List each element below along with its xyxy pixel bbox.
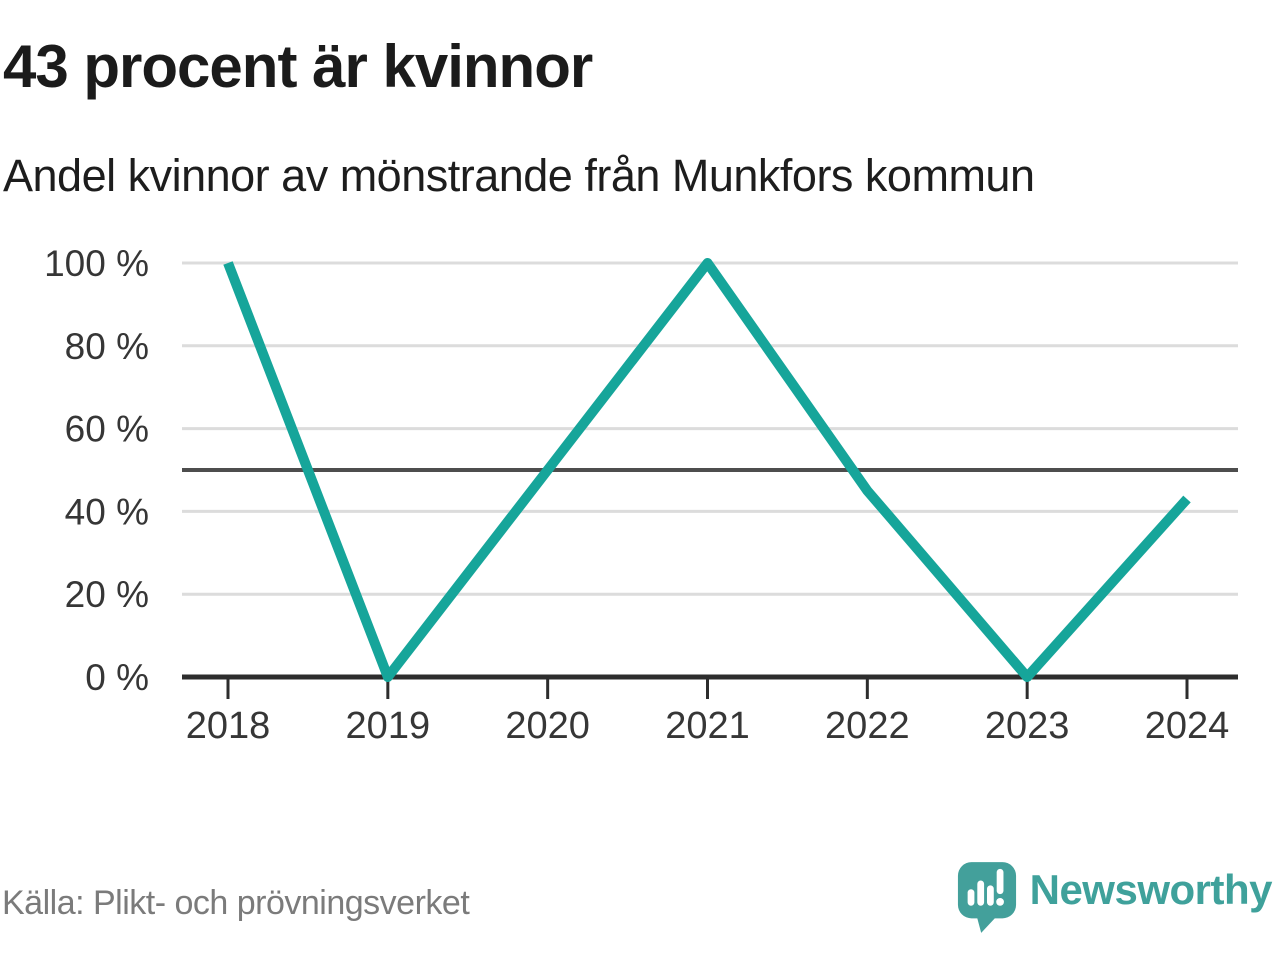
y-tick-label: 80 % [65, 326, 149, 367]
data-line-andel-kvinnor [223, 258, 1191, 682]
x-tick-label: 2024 [1145, 705, 1230, 747]
x-tick-label: 2020 [505, 705, 590, 747]
x-tick-label: 2018 [186, 705, 271, 747]
x-tick-label: 2021 [665, 705, 750, 747]
y-tick-label: 100 % [44, 243, 149, 284]
x-tick-label: 2022 [825, 705, 910, 747]
newsworthy-logo: Newsworthy [956, 860, 1273, 934]
y-tick-label: 20 % [65, 574, 149, 615]
x-tick-label: 2019 [346, 705, 431, 747]
newsworthy-wordmark: Newsworthy [1029, 866, 1273, 913]
chart-subtitle: Andel kvinnor av mönstrande från Munkfor… [3, 150, 1035, 201]
line-chart-svg: 0 % 20 % 40 % 60 % 80 % 100 % 2018 2019 2020 2021… [44, 243, 1238, 747]
bar-3 [986, 885, 994, 906]
y-tick-label: 40 % [65, 491, 149, 532]
exclamation-bar [996, 868, 1004, 895]
x-tick-label: 2023 [985, 705, 1070, 747]
bar-1 [967, 889, 975, 906]
source-label: Källa: Plikt- och prövningsverket [2, 884, 470, 922]
y-tick-label: 60 % [65, 409, 149, 450]
bar-2 [976, 880, 984, 906]
page-title: 43 procent är kvinnor [3, 33, 593, 100]
line-chart: 0 % 20 % 40 % 60 % 80 % 100 % 2018 2019 2020 2021… [0, 240, 1280, 760]
y-tick-label: 0 % [85, 657, 149, 698]
newsworthy-bubble-chart-icon [957, 862, 1016, 933]
exclamation-dot [995, 897, 1004, 906]
